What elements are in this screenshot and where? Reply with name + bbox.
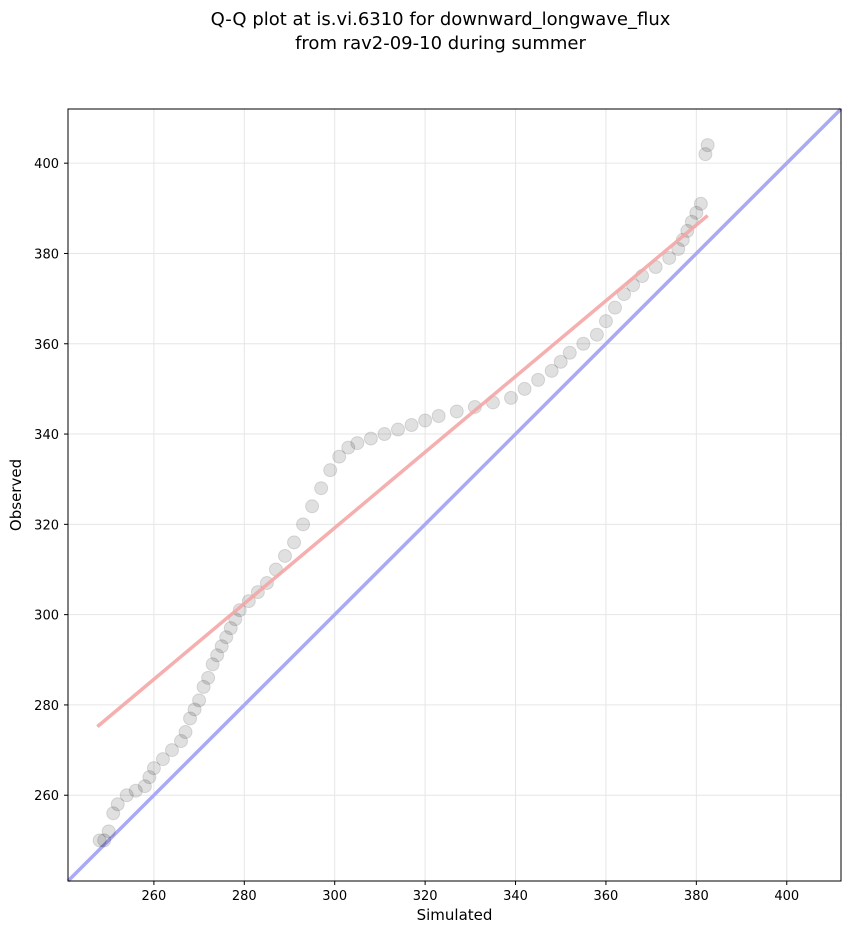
data-point (196, 679, 211, 694)
data-point (187, 702, 202, 717)
data-point (404, 418, 419, 433)
y-tick-label: 260 (34, 789, 59, 804)
x-tick-label: 260 (141, 889, 166, 904)
data-point (418, 413, 433, 428)
data-point (449, 404, 464, 419)
data-point (110, 797, 125, 812)
data-point (517, 381, 532, 396)
data-point (137, 779, 152, 794)
data-point (553, 354, 568, 369)
data-point (504, 390, 519, 405)
chart-title: Q-Q plot at is.vi.6310 for downward_long… (0, 8, 851, 56)
data-point (700, 138, 715, 153)
data-point (323, 463, 338, 478)
data-point (223, 621, 238, 636)
data-point (562, 345, 577, 360)
data-point (377, 427, 392, 442)
data-point (662, 250, 677, 265)
data-point (287, 535, 302, 550)
data-point (106, 806, 121, 821)
chart-title-line1: Q-Q plot at is.vi.6310 for downward_long… (210, 9, 671, 30)
y-tick-label: 340 (34, 428, 59, 443)
data-point (544, 363, 559, 378)
x-tick-label: 320 (413, 889, 438, 904)
data-point (431, 408, 446, 423)
y-ticks: 260 280 300 320 340 360 380 400 (34, 157, 68, 804)
y-tick-label: 400 (34, 157, 59, 172)
x-tick-label: 280 (232, 889, 257, 904)
data-point (210, 648, 225, 663)
y-tick-label: 320 (34, 518, 59, 533)
y-tick-label: 300 (34, 609, 59, 624)
x-axis-label: Simulated (417, 906, 493, 924)
data-point (589, 327, 604, 342)
chart-title-line2: from rav2-09-10 during summer (295, 33, 586, 54)
data-point (598, 314, 613, 329)
data-point (92, 833, 107, 848)
x-tick-label: 300 (322, 889, 347, 904)
grid (68, 109, 841, 881)
x-tick-label: 400 (774, 889, 799, 904)
data-point (142, 770, 157, 785)
x-tick-label: 340 (503, 889, 528, 904)
data-point (128, 783, 143, 798)
data-point (531, 372, 546, 387)
data-point (146, 761, 161, 776)
x-tick-label: 360 (594, 889, 619, 904)
plot-frame (67, 108, 842, 882)
x-tick-label: 380 (684, 889, 709, 904)
data-point (214, 639, 229, 654)
data-point (698, 147, 713, 162)
data-point (183, 711, 198, 726)
points-layer (92, 138, 715, 848)
data-point (192, 693, 207, 708)
fit-line (96, 214, 709, 728)
data-point (101, 824, 116, 839)
data-point (174, 734, 189, 749)
data-point (314, 481, 329, 496)
data-point (350, 436, 365, 451)
data-point (201, 670, 216, 685)
data-point (119, 788, 134, 803)
data-point (671, 241, 686, 256)
data-point (296, 517, 311, 532)
data-point (363, 431, 378, 446)
x-ticks: 260 280 300 320 340 360 380 400 (141, 881, 799, 904)
data-point (607, 300, 622, 315)
identity-line-layer (66, 107, 843, 883)
fit-line-layer (96, 214, 709, 728)
y-tick-label: 360 (34, 338, 59, 353)
identity-line (66, 107, 843, 883)
data-point (576, 336, 591, 351)
data-point (277, 548, 292, 563)
data-point (693, 196, 708, 211)
data-point (164, 743, 179, 758)
data-point (178, 725, 193, 740)
data-point (219, 630, 234, 645)
data-point (390, 422, 405, 437)
data-point (97, 833, 112, 848)
data-point (205, 657, 220, 672)
data-point (689, 205, 704, 220)
y-tick-label: 380 (34, 247, 59, 262)
data-point (332, 449, 347, 464)
y-axis-label: Observed (7, 459, 25, 531)
data-point (155, 752, 170, 767)
data-point (305, 499, 320, 514)
y-tick-label: 280 (34, 699, 59, 714)
data-point (341, 440, 356, 455)
